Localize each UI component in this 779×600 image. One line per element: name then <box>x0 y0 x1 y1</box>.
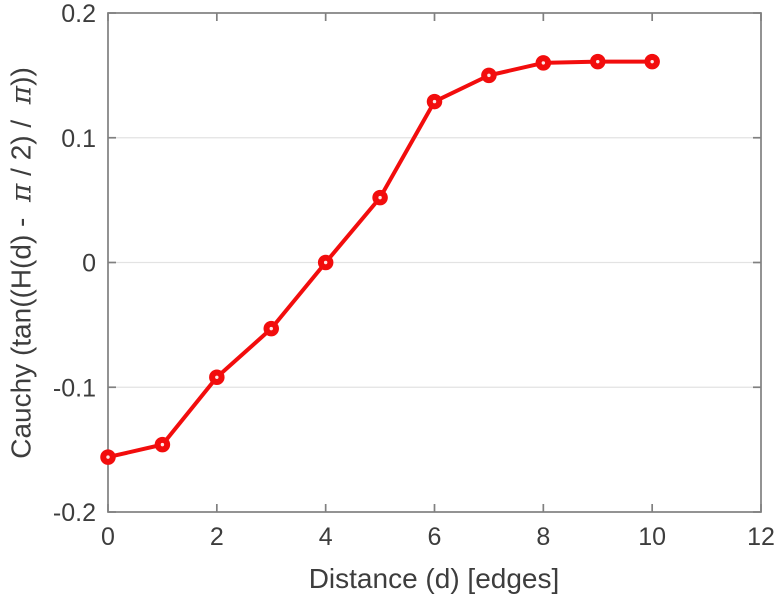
data-point-center <box>215 375 219 379</box>
data-point-center <box>106 455 110 459</box>
x-tick-label: 2 <box>210 523 224 551</box>
y-tick-label: -0.2 <box>53 499 96 527</box>
y-axis-label: Cauchy (tan((H(d) - π / 2) / π)) <box>5 67 38 459</box>
x-tick-label: 6 <box>428 523 442 551</box>
data-point-center <box>541 61 546 65</box>
x-tick-label: 4 <box>319 523 333 551</box>
data-point-center <box>378 195 382 200</box>
data-point-center <box>650 59 654 64</box>
data-point-center <box>596 59 600 64</box>
y-axis-label-part: )) <box>5 67 37 86</box>
x-axis-label: Distance (d) [edges] <box>308 563 560 594</box>
x-tick-label: 12 <box>747 523 775 551</box>
data-line <box>106 59 655 460</box>
y-tick-label: 0.2 <box>61 0 96 28</box>
x-tick-label: 8 <box>536 523 550 551</box>
y-tick-label: 0.1 <box>61 125 96 153</box>
x-tick-label: 10 <box>638 523 666 551</box>
data-point-center <box>160 442 165 447</box>
y-axis-label-part: / 2) / <box>5 104 37 184</box>
pi-symbol: π <box>4 85 38 105</box>
data-point-center <box>487 73 491 78</box>
pi-symbol: π <box>4 183 38 203</box>
y-axis-label-part: Cauchy (tan((H(d) - <box>5 202 37 459</box>
data-point-center <box>323 260 328 265</box>
y-tick-label: 0 <box>82 250 96 278</box>
y-tick-label: -0.1 <box>53 374 96 402</box>
data-point-center <box>269 326 273 331</box>
x-tick-label: 0 <box>101 523 115 551</box>
data-point-center <box>432 99 437 104</box>
